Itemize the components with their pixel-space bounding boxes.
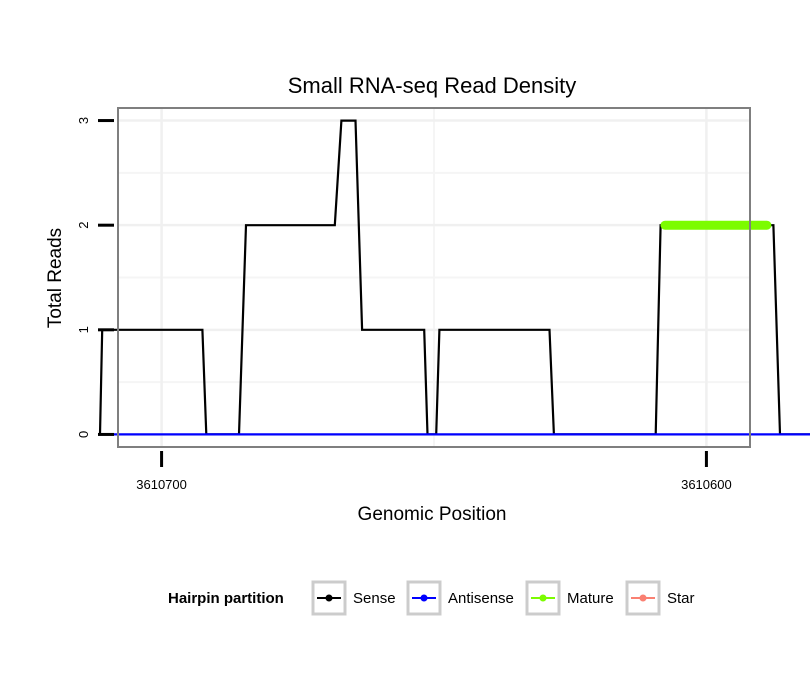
x-tick-label: 3610600	[681, 477, 732, 492]
legend-label-star: Star	[667, 590, 695, 607]
legend-label-mature: Mature	[567, 590, 614, 607]
legend-title: Hairpin partition	[168, 590, 284, 607]
y-axis: 0 1 2 3	[76, 117, 114, 438]
legend-label-sense: Sense	[353, 590, 396, 607]
legend-key-point-antisense	[421, 595, 428, 602]
chart-title: Small RNA-seq Read Density	[288, 73, 577, 98]
y-tick-label: 0	[76, 431, 91, 438]
x-tick-label: 3610700	[136, 477, 187, 492]
legend-label-antisense: Antisense	[448, 590, 514, 607]
legend: Hairpin partition Sense Antisense Mature St…	[168, 582, 695, 614]
legend-key-point-mature	[540, 595, 547, 602]
legend-key-point-sense	[326, 595, 333, 602]
y-tick-label: 3	[76, 117, 91, 124]
y-tick-label: 1	[76, 326, 91, 333]
y-tick-label: 2	[76, 222, 91, 229]
read-density-chart: Small RNA-seq Read Density 0 1 2 3 3610700 3…	[0, 0, 810, 690]
legend-key-point-star	[640, 595, 647, 602]
y-axis-title: Total Reads	[45, 228, 66, 328]
x-axis: 361070036106003610500	[136, 451, 810, 492]
x-axis-title: Genomic Position	[358, 504, 507, 525]
